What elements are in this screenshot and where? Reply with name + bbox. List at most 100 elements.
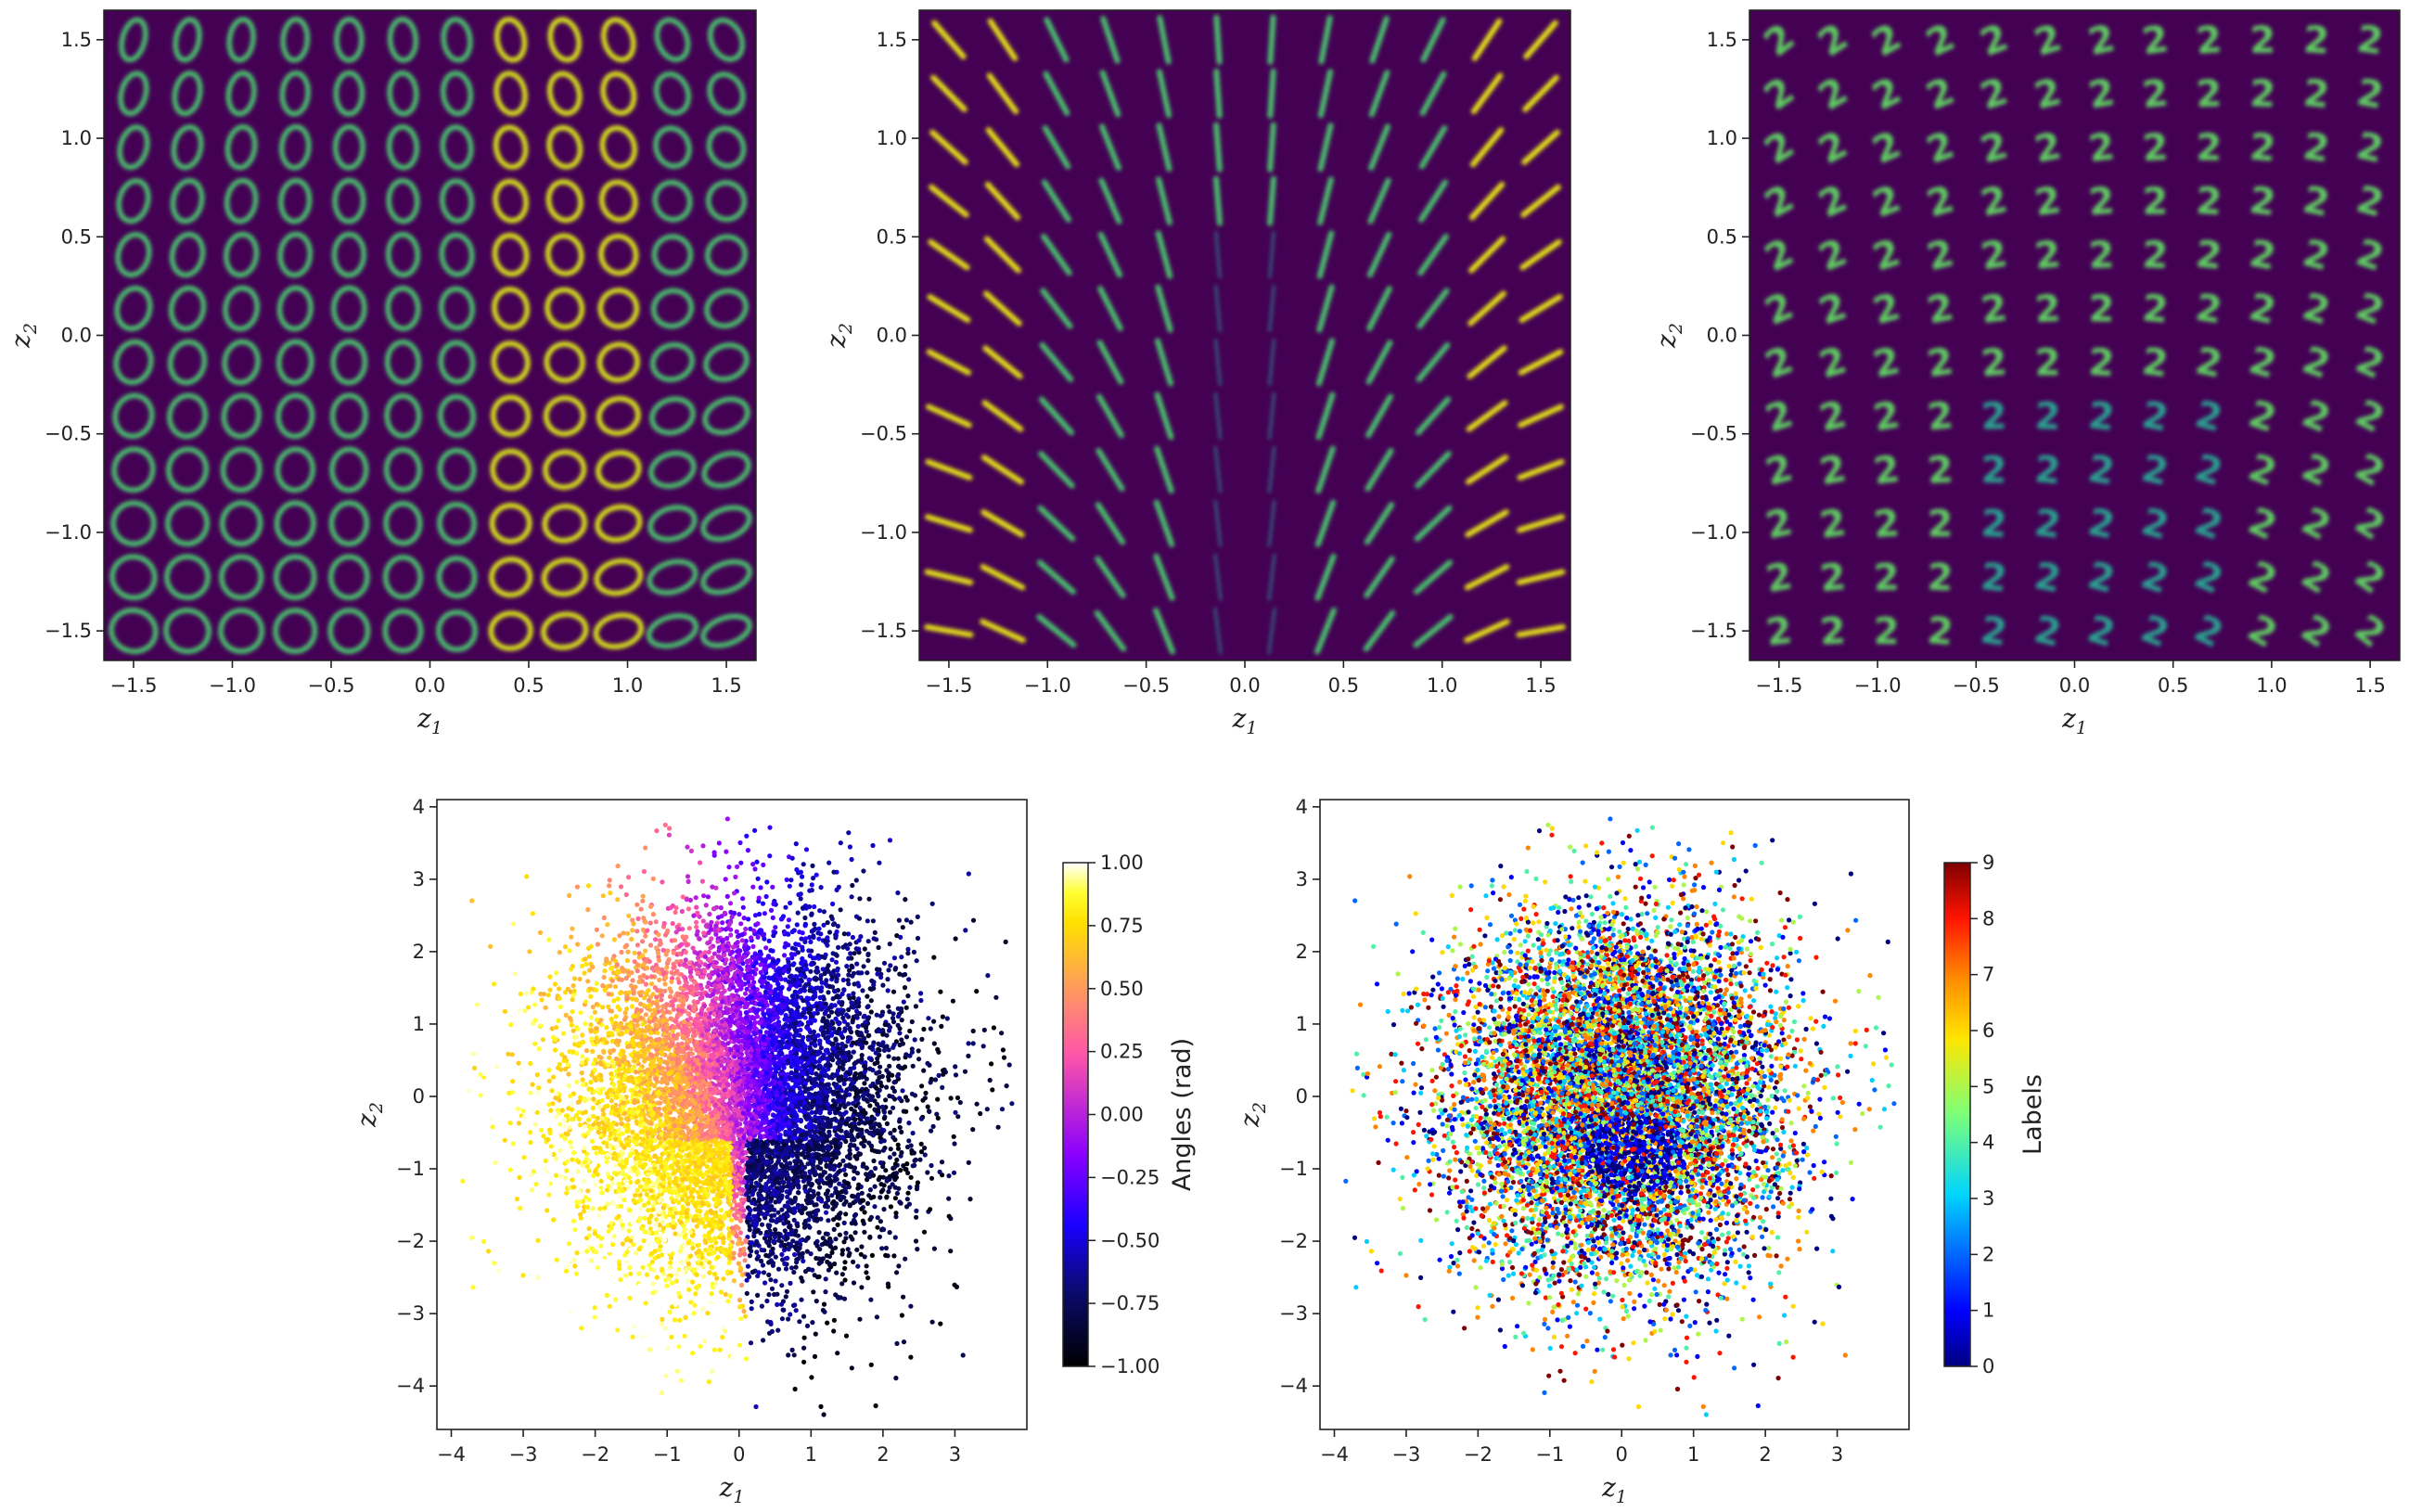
decoded-ellipse	[646, 613, 699, 649]
scatter-point	[578, 1010, 583, 1016]
scatter-point	[826, 1013, 832, 1019]
scatter-point	[619, 949, 624, 955]
scatter-point	[720, 1335, 725, 1340]
scatter-point	[668, 1260, 673, 1265]
scatter-point	[588, 1258, 595, 1263]
decoded-ellipse	[382, 555, 423, 600]
decoded-ellipse	[541, 557, 588, 597]
scatter-point	[718, 1289, 724, 1295]
decoded-digit: 2	[2033, 448, 2063, 493]
scatter-point	[926, 1016, 931, 1021]
decoded-ellipse	[489, 503, 532, 545]
scatter-point	[849, 1365, 854, 1371]
scatter-point	[607, 1303, 612, 1309]
scatter-point	[685, 874, 691, 879]
decoded-digit: 2	[1926, 449, 1954, 493]
scatter-point	[795, 1233, 801, 1238]
decoded-ellipse	[595, 504, 643, 543]
scatter-point	[794, 866, 800, 873]
scatter-point	[902, 985, 908, 991]
x-tick-label: −1.0	[1854, 674, 1902, 697]
scatter-point	[854, 1146, 860, 1152]
scatter-point	[906, 1121, 912, 1126]
scatter-point	[566, 1083, 571, 1089]
scatter-point	[908, 1143, 914, 1148]
scatter-point	[557, 950, 562, 955]
scatter-point	[633, 1250, 639, 1256]
scatter-point	[651, 1267, 657, 1273]
decoded-ellipse	[543, 449, 587, 490]
scatter-point	[881, 1207, 887, 1212]
x-tick-label: 1.0	[2256, 674, 2287, 697]
scatter-point	[788, 900, 793, 906]
x-tick-label: −1.5	[109, 674, 157, 697]
scatter-point	[758, 962, 763, 967]
scatter-point	[948, 1216, 954, 1222]
scatter-point	[532, 1121, 538, 1127]
scatter-point	[620, 1131, 625, 1136]
decoded-ellipse	[701, 451, 751, 489]
scatter-point	[620, 1142, 625, 1147]
y-tick-label: −1.5	[1690, 620, 1737, 642]
decoded-ellipse	[275, 339, 314, 386]
scatter-point	[481, 1070, 488, 1077]
scatter-point	[547, 974, 553, 980]
scatter-point	[585, 979, 591, 984]
scatter-point	[528, 1060, 533, 1067]
scatter-point	[793, 841, 799, 847]
scatter-point	[867, 1103, 873, 1108]
scatter-point	[931, 1041, 937, 1046]
scatter-point	[581, 1178, 587, 1184]
scatter-point	[534, 1072, 540, 1078]
scatter-point	[899, 1129, 904, 1134]
scatter-point	[788, 1280, 793, 1286]
decoded-ellipse	[647, 505, 698, 543]
scatter-point	[872, 929, 878, 936]
scatter-point	[894, 1157, 900, 1162]
scatter-point	[801, 1345, 807, 1351]
decoded-ellipse	[113, 339, 154, 386]
scatter-point	[755, 876, 761, 881]
scatter-point	[793, 942, 799, 947]
scatter-point	[608, 1050, 613, 1056]
scatter-point	[826, 1082, 831, 1087]
scatter-point	[541, 992, 547, 997]
scatter-point	[938, 989, 943, 994]
decoded-ellipse	[541, 611, 589, 650]
scatter-point	[517, 1079, 522, 1084]
scatter-point	[801, 862, 806, 867]
x-tick-label: −1.5	[925, 674, 972, 697]
scatter-point	[731, 1278, 737, 1284]
scatter-point	[690, 1245, 696, 1250]
scatter-point	[646, 1200, 651, 1206]
scatter-point	[846, 830, 852, 836]
y-tick-label: −1.0	[1690, 521, 1737, 544]
scatter-point	[769, 1286, 775, 1291]
scatter-point	[655, 950, 661, 955]
scatter-point	[620, 1343, 625, 1350]
decoded-digit: 2	[1873, 557, 1900, 600]
x-tick-label: 0.0	[1229, 674, 1260, 697]
scatter-point	[660, 1225, 667, 1231]
scatter-point	[815, 1191, 821, 1197]
scatter-point	[761, 1011, 766, 1017]
scatter-point	[594, 927, 600, 932]
scatter-point	[748, 973, 753, 979]
scatter-point	[568, 1139, 573, 1145]
scatter-point	[784, 877, 789, 883]
scatter-point	[641, 868, 647, 875]
scatter-point	[574, 1250, 580, 1256]
decoded-digit: 2	[2301, 71, 2332, 117]
decoded-ellipse	[327, 554, 370, 600]
scatter-point	[528, 1130, 533, 1135]
scatter-point	[900, 925, 905, 930]
scatter-point	[721, 1276, 726, 1282]
decoded-ellipse	[275, 446, 315, 493]
scatter-point	[740, 904, 746, 910]
decoded-ellipse	[543, 395, 586, 437]
scatter-point	[716, 840, 722, 846]
scatter-point	[602, 968, 608, 974]
scatter-point	[590, 1285, 596, 1290]
panel-latent-grid-ellipse: −1.5 −1.0 −0.5 0.0 0.5 1.0 1.5−1.5−1.0−0.50.00…	[6, 9, 757, 738]
scatter-point	[528, 1140, 533, 1146]
